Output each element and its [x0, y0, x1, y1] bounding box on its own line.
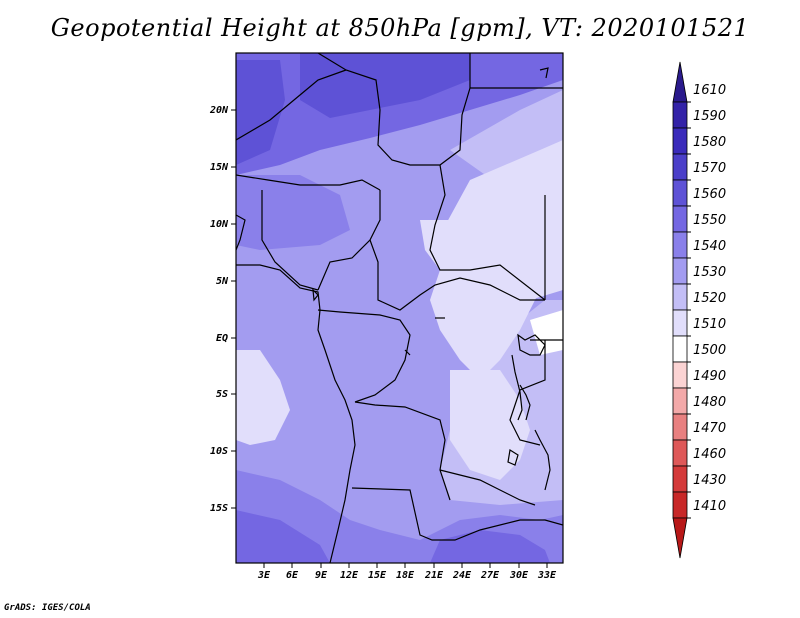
border-nigeria-cameroon	[317, 190, 381, 291]
lon-label: 15E	[368, 570, 387, 581]
lake-tanganyika-east	[519, 384, 531, 421]
colorbar-swatch	[672, 257, 688, 285]
lake-tanganyika	[511, 354, 523, 421]
lake-malawi	[534, 429, 551, 491]
lon-axis: 3E 6E 9E 12E 15E 18E 21E 24E 27E 30E 33E	[257, 563, 557, 581]
colorbar-arrow-bottom	[672, 517, 688, 559]
colorbar-label: 1550	[693, 213, 726, 228]
colorbar-swatch	[672, 309, 688, 337]
lon-label: 6E	[286, 570, 299, 581]
field-congo-lighter	[420, 220, 540, 380]
lat-label: 20N	[209, 105, 229, 116]
lat-label: EQ	[216, 333, 228, 344]
lat-label: 10N	[210, 219, 229, 230]
lat-label: 5N	[216, 276, 229, 287]
lon-label: 30E	[509, 570, 529, 581]
field-northeast-lighter	[440, 140, 563, 300]
border-niger-nigeria	[236, 174, 381, 191]
field-west-coast-light	[236, 350, 290, 445]
lat-label: 10S	[210, 446, 228, 457]
coast-northeast	[539, 67, 549, 79]
colorbar-swatch	[672, 179, 688, 207]
colorbar-label: 1520	[693, 291, 726, 306]
colorbar-label: 1470	[693, 421, 726, 436]
border-libya-chad-sudan	[317, 53, 471, 166]
border-namibia-zambia	[351, 487, 563, 541]
map-frame	[235, 52, 564, 564]
colorbar-swatch	[672, 439, 688, 467]
colorbar-label: 1540	[693, 239, 726, 254]
colorbar-arrow-top	[672, 61, 688, 103]
country-borders	[236, 53, 563, 541]
lon-label: 12E	[340, 570, 359, 581]
colorbar-label: 1560	[693, 187, 726, 202]
map-title: Geopotential Height at 850hPa [gpm], VT:…	[50, 14, 750, 42]
colorbar-swatch	[672, 465, 688, 493]
field-lake-region-white	[530, 310, 563, 355]
colorbar-swatch	[672, 413, 688, 441]
colorbar-label: 1590	[693, 109, 726, 124]
colorbar-label: 1480	[693, 395, 726, 410]
colorbar-label: 1460	[693, 447, 726, 462]
bioko-island	[312, 288, 319, 302]
lake-mweru	[507, 449, 519, 466]
lake-victoria	[517, 333, 546, 356]
border-congo	[317, 309, 411, 403]
border-nigeria-west	[261, 190, 319, 291]
shaded-field	[236, 53, 563, 563]
field-southwest-dark	[236, 510, 330, 563]
border-algeria-niger	[236, 69, 347, 141]
colorbar-swatch	[672, 101, 688, 129]
border-tanzania	[509, 340, 546, 446]
colorbar-label: 1410	[693, 499, 726, 514]
lon-label: 3E	[257, 570, 271, 581]
colorbar-swatch	[672, 205, 688, 233]
colorbar-label: 1430	[693, 473, 726, 488]
colorbar-swatch	[672, 231, 688, 259]
field-west-mid	[236, 175, 350, 250]
coastline-west-africa	[236, 264, 356, 563]
colorbar-swatch	[672, 361, 688, 389]
lon-label: 9E	[315, 570, 328, 581]
lat-label: 15N	[210, 162, 229, 173]
colorbar-swatch	[672, 491, 688, 519]
coastline-guinea	[236, 214, 246, 251]
border-zambia	[439, 469, 536, 506]
colorbar-label: 1490	[693, 369, 726, 384]
border-chad-sudan-car	[429, 164, 546, 301]
colorbar-swatch	[672, 387, 688, 415]
colorbar-swatch	[672, 283, 688, 311]
colorbar-swatch	[672, 127, 688, 155]
lat-label: 5S	[216, 389, 228, 400]
field-north-darker	[300, 53, 470, 118]
colorbar-label: 1510	[693, 317, 726, 332]
lat-axis: 20N 15N 10N 5N EQ 5S 10S 15S	[209, 105, 236, 514]
colorbar-label: 1580	[693, 135, 726, 150]
colorbar-label: 1570	[693, 161, 726, 176]
lat-label: 15S	[210, 503, 228, 514]
colorbar-label: 1610	[693, 83, 726, 98]
colorbar-swatch	[672, 335, 688, 363]
coastlines	[236, 67, 551, 563]
lon-label: 21E	[424, 570, 444, 581]
colorbar-swatch	[672, 153, 688, 181]
colorbar-label: 1500	[693, 343, 726, 358]
lon-label: 24E	[452, 570, 472, 581]
field-northwest-dark	[236, 60, 285, 165]
credit-text: GrADS: IGES/COLA	[4, 603, 91, 613]
colorbar: 1610 1590 1580 1570 1560 1550 1540 1530 1520 1510…	[672, 61, 726, 559]
border-car	[369, 239, 545, 311]
lon-label: 33E	[537, 570, 557, 581]
lon-label: 18E	[396, 570, 415, 581]
colorbar-label: 1530	[693, 265, 726, 280]
lon-label: 27E	[480, 570, 500, 581]
river-segment-b	[404, 349, 411, 356]
